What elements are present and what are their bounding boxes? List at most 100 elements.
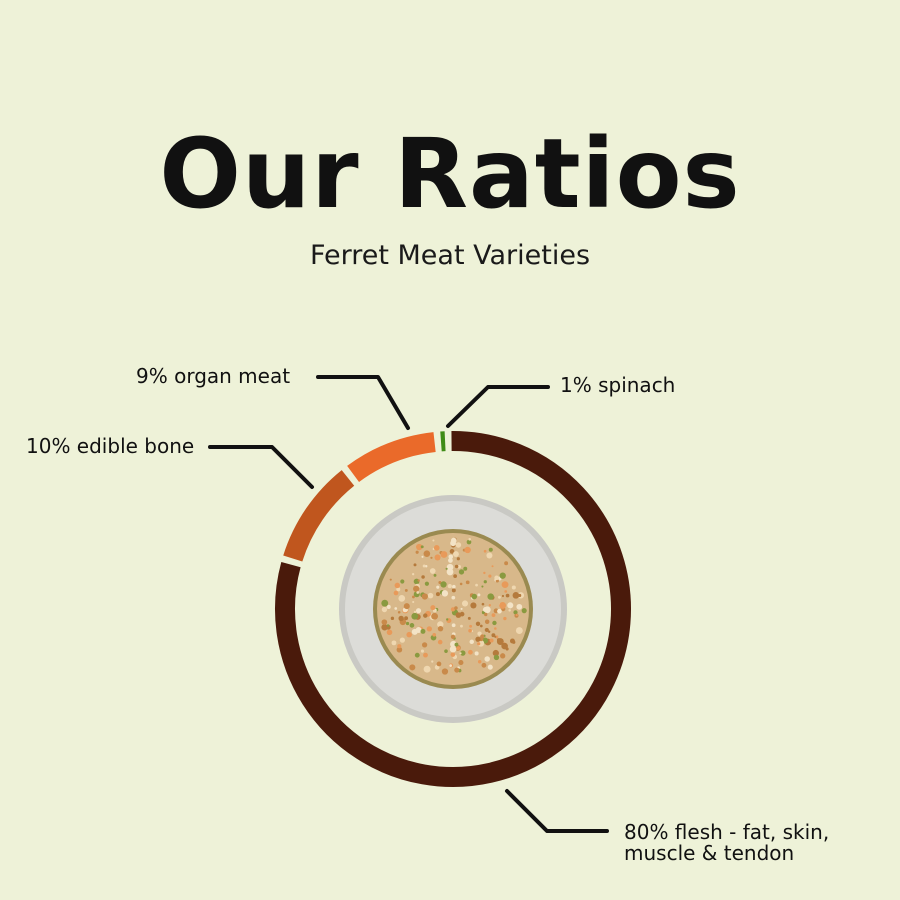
food-speck [469, 639, 474, 645]
food-speck [432, 632, 437, 637]
food-speck [451, 588, 456, 593]
label-bone: 10% edible bone [26, 434, 195, 458]
food-speck [464, 546, 471, 554]
food-speck [450, 634, 456, 639]
food-speck [468, 628, 472, 633]
food-speck [458, 569, 465, 575]
food-speck [454, 667, 460, 673]
food-speck [436, 585, 440, 589]
food-speck [416, 543, 423, 551]
leader-line-flesh [505, 789, 609, 833]
food-speck [412, 600, 415, 604]
food-speck [404, 588, 408, 592]
food-speck [486, 552, 493, 559]
food-speck [497, 608, 502, 614]
food-bowl-image [339, 495, 567, 723]
food-speck [477, 593, 481, 597]
food-speck [437, 639, 443, 645]
food-speck [429, 568, 436, 574]
food-speck [504, 590, 508, 593]
food-speck [481, 585, 484, 588]
food-speck [394, 607, 398, 610]
food-speck [423, 613, 428, 618]
donut-segment-0 [275, 431, 631, 787]
food-speck [431, 660, 434, 663]
food-speck [516, 603, 523, 610]
food-speck [386, 624, 390, 627]
food-speck [440, 551, 448, 558]
food-speck [430, 605, 436, 611]
food-speck [463, 566, 468, 571]
food-speck [451, 595, 456, 600]
food-speck [470, 602, 477, 609]
food-speck [488, 574, 492, 578]
food-speck [452, 584, 456, 589]
label-organ: 9% organ meat [136, 364, 291, 388]
food-speck [414, 652, 420, 658]
food-speck [481, 662, 487, 668]
food-speck [503, 616, 507, 621]
food-speck [505, 647, 509, 651]
food-speck [437, 621, 444, 628]
food-speck [381, 624, 388, 631]
food-speck [420, 649, 424, 653]
food-speck [453, 574, 458, 579]
food-speck [409, 623, 415, 628]
food-speck [455, 612, 462, 618]
food-speck [441, 668, 449, 675]
food-speck [381, 606, 388, 613]
food-speck [492, 649, 499, 657]
food-speck [399, 637, 406, 643]
leader-line-bone [208, 445, 314, 489]
food-speck [487, 664, 493, 670]
food-speck [420, 545, 424, 549]
food-speck [432, 539, 435, 542]
food-speck [433, 545, 440, 551]
food-speck [440, 581, 447, 588]
food-speck [475, 636, 481, 642]
food-speck [421, 642, 428, 648]
food-speck [412, 573, 415, 576]
donut-segment-1 [283, 470, 355, 562]
food-speck [403, 603, 410, 610]
food-speck [499, 601, 507, 609]
food-speck [493, 654, 500, 661]
food-speck [396, 646, 403, 653]
food-speck [515, 627, 523, 635]
food-speck [423, 665, 431, 673]
food-speck [430, 556, 433, 559]
food-speck [448, 558, 453, 563]
food-speck [466, 539, 472, 545]
food-speck [448, 554, 454, 560]
food-speck [421, 575, 425, 579]
food-speck [487, 593, 494, 600]
page-title: Our Ratios [159, 118, 741, 230]
food-speck [454, 642, 459, 647]
food-speck [412, 595, 415, 599]
food-speck [494, 627, 497, 630]
label-flesh-line2: muscle & tendon [624, 841, 795, 865]
food-speck [450, 537, 457, 544]
food-speck [406, 631, 412, 638]
food-speck [494, 635, 497, 638]
label-flesh: 80% flesh - fat, skin, muscle & tendon [624, 822, 829, 864]
food-speck [468, 649, 473, 655]
leader-line-spinach [446, 385, 550, 428]
food-speck [501, 581, 509, 589]
food-speck [512, 592, 520, 599]
food-speck [398, 595, 406, 602]
food-speck [391, 640, 397, 646]
food-speck [435, 592, 440, 597]
page-subtitle: Ferret Meat Varieties [309, 240, 591, 271]
food-speck [405, 621, 410, 626]
food-speck [483, 580, 487, 584]
food-speck [504, 561, 509, 566]
food-speck [459, 652, 462, 655]
food-speck [415, 608, 422, 614]
food-speck [416, 591, 420, 594]
food-speck [496, 638, 504, 645]
food-speck [426, 626, 432, 632]
food-speck [480, 634, 485, 639]
food-speck [444, 649, 448, 653]
food-speck [433, 609, 436, 613]
